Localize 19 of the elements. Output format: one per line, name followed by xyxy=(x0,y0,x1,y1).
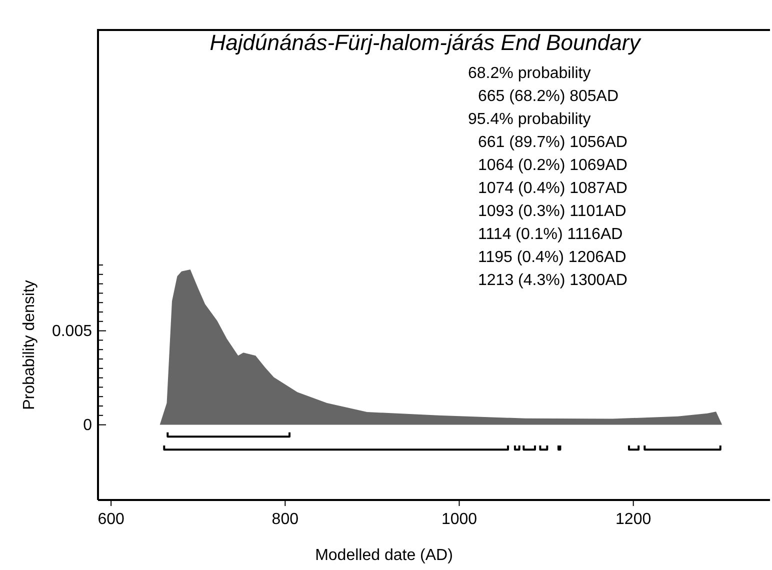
x-tick-label: 800 xyxy=(272,511,299,528)
annotation: 1195 (0.4%) 1206AD xyxy=(478,249,626,266)
x-tick-label: 600 xyxy=(98,511,124,528)
annotation: 1064 (0.2%) 1069AD xyxy=(478,157,628,174)
x-tick-label: 1000 xyxy=(441,511,478,528)
y-tick-label: 0 xyxy=(83,416,92,434)
annotation: 95.4% probability xyxy=(468,111,591,128)
annotation: 1074 (0.4%) 1087AD xyxy=(478,180,628,197)
annotation: 661 (89.7%) 1056AD xyxy=(478,134,628,151)
y-axis-title: Probability density xyxy=(21,280,38,410)
annotation: 1213 (4.3%) 1300AD xyxy=(478,272,628,289)
chart-title: Hajdúnánás-Fürj-halom-járás End Boundary xyxy=(210,30,642,55)
annotation: 68.2% probability xyxy=(468,65,591,82)
y-tick-label: 0.005 xyxy=(52,322,92,340)
annotation: 1093 (0.3%) 1101AD xyxy=(478,203,626,220)
annotation: 1114 (0.1%) 1116AD xyxy=(478,226,623,243)
x-axis-title: Modelled date (AD) xyxy=(315,547,453,564)
x-tick-label: 1200 xyxy=(616,511,652,528)
annotation: 665 (68.2%) 805AD xyxy=(478,88,619,105)
